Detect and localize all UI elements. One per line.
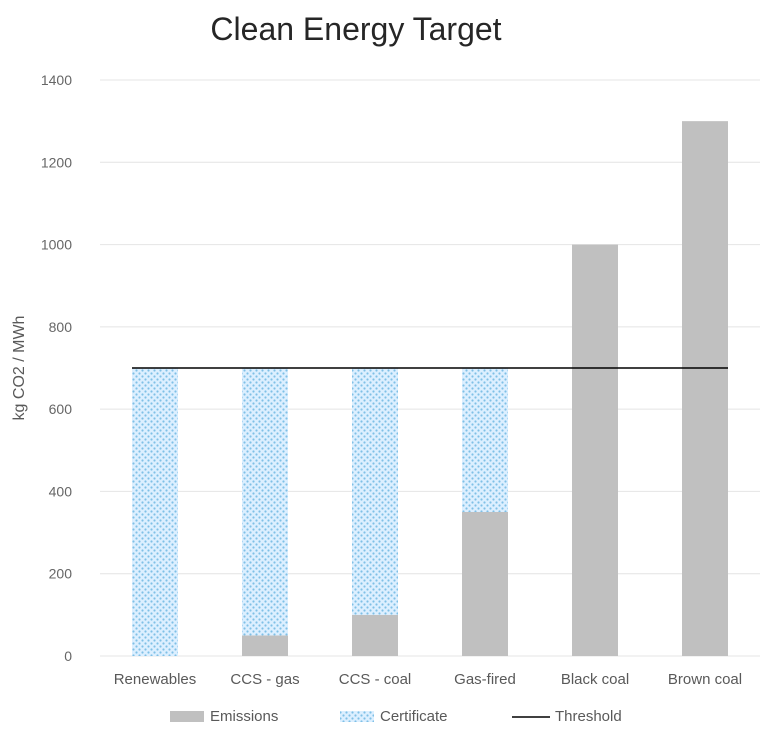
x-tick-label: Gas-fired: [454, 671, 516, 688]
grid-layer: [100, 79, 760, 657]
legend: Emissions Certificate Threshold: [170, 708, 622, 725]
y-tick-label: 200: [49, 566, 73, 582]
y-tick-label: 1200: [41, 154, 72, 170]
y-tick-label: 800: [49, 319, 73, 335]
legend-swatch-certificate: [340, 711, 374, 722]
y-tick-label: 1400: [41, 72, 72, 88]
legend-swatch-emissions: [170, 711, 204, 722]
y-tick-label: 1000: [41, 237, 72, 253]
x-tick-layer: Renewables CCS - gas CCS - coal Gas-fired Bl…: [114, 671, 742, 688]
y-tick-layer: 0 200 400 600 800 1000 1200 1400: [41, 72, 72, 664]
bar-emissions-black-coal: [572, 244, 618, 657]
chart-title: Clean Energy Target: [210, 11, 501, 47]
bar-certificate-ccs-coal: [352, 368, 398, 615]
y-tick-label: 0: [64, 648, 72, 664]
bar-emissions-brown-coal: [682, 121, 728, 656]
y-tick-label: 600: [49, 401, 73, 417]
x-tick-label: Black coal: [561, 671, 629, 688]
bar-emissions-gas-fired: [462, 512, 508, 656]
legend-label-emissions: Emissions: [210, 708, 278, 725]
bar-certificate-gas-fired: [462, 368, 508, 512]
y-axis-label: kg CO2 / MWh: [11, 316, 28, 421]
bar-certificate-ccs-gas: [242, 368, 288, 636]
x-tick-label: CCS - gas: [230, 671, 299, 688]
x-tick-label: CCS - coal: [339, 671, 412, 688]
x-tick-label: Brown coal: [668, 671, 742, 688]
bar-emissions-ccs-coal: [352, 614, 398, 656]
bar-certificate-renewables: [132, 368, 178, 656]
bar-layer: [132, 121, 728, 657]
y-tick-label: 400: [49, 483, 73, 499]
legend-label-threshold: Threshold: [555, 708, 622, 725]
legend-label-certificate: Certificate: [380, 708, 448, 725]
x-tick-label: Renewables: [114, 671, 197, 688]
bar-emissions-ccs-gas: [242, 635, 288, 656]
